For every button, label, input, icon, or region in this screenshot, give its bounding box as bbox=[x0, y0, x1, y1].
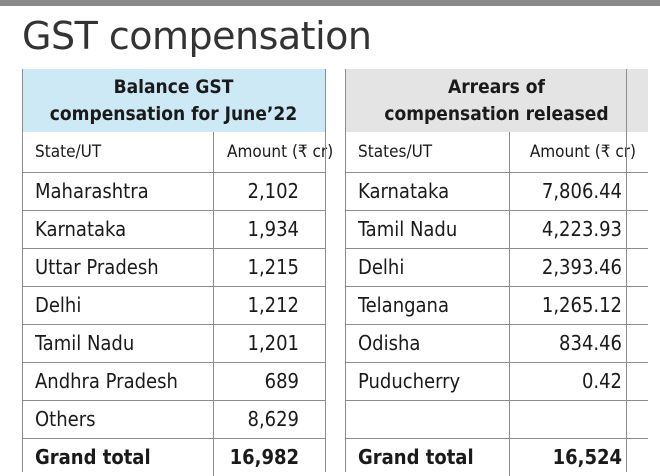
arrears-header-line2: compensation released bbox=[384, 101, 608, 128]
balance-gst-header-line1: Balance GST bbox=[50, 74, 297, 101]
state-cell: Andhra Pradesh bbox=[22, 363, 214, 401]
table-row: Odisha 834.46 bbox=[345, 325, 648, 363]
amount-cell: 834.46 bbox=[510, 325, 649, 363]
grand-total-row: Grand total 16,524 bbox=[345, 439, 648, 476]
page-title: GST compensation bbox=[22, 14, 371, 58]
grand-total-row: Grand total 16,982 bbox=[22, 439, 325, 476]
table-border-mid-left bbox=[325, 69, 326, 472]
state-cell: Tamil Nadu bbox=[22, 325, 214, 363]
column-header-amount: Amount (₹ cr) bbox=[214, 132, 326, 173]
table-border-mid-right bbox=[345, 69, 346, 472]
grand-total-value: 16,982 bbox=[214, 439, 326, 476]
state-cell: Tamil Nadu bbox=[345, 211, 510, 249]
amount-cell: 2,393.46 bbox=[510, 249, 649, 287]
amount-cell: 1,934 bbox=[214, 211, 326, 249]
amount-cell: 7,806.44 bbox=[510, 173, 649, 211]
amount-cell: 8,629 bbox=[214, 401, 326, 439]
column-header-state: States/UT bbox=[345, 132, 510, 173]
state-cell: Karnataka bbox=[345, 173, 510, 211]
balance-gst-table: Balance GST compensation for June’22 Sta… bbox=[22, 69, 325, 476]
state-cell: Maharashtra bbox=[22, 173, 214, 211]
table-row: Delhi 1,212 bbox=[22, 287, 325, 325]
table-border-right bbox=[626, 69, 627, 472]
column-header-amount: Amount (₹ cr) bbox=[510, 132, 649, 173]
table-row: Tamil Nadu 4,223.93 bbox=[345, 211, 648, 249]
state-cell: Puducherry bbox=[345, 363, 510, 401]
amount-cell: 4,223.93 bbox=[510, 211, 649, 249]
top-rule bbox=[0, 0, 660, 6]
balance-gst-grid: State/UT Amount (₹ cr) Maharashtra 2,102… bbox=[22, 132, 325, 476]
amount-cell: 1,212 bbox=[214, 287, 326, 325]
state-cell: Others bbox=[22, 401, 214, 439]
table-row: Karnataka 1,934 bbox=[22, 211, 325, 249]
state-cell: Odisha bbox=[345, 325, 510, 363]
grand-total-value: 16,524 bbox=[510, 439, 649, 476]
amount-cell: 2,102 bbox=[214, 173, 326, 211]
amount-cell: 1,201 bbox=[214, 325, 326, 363]
grand-total-label: Grand total bbox=[22, 439, 214, 476]
table-row: Andhra Pradesh 689 bbox=[22, 363, 325, 401]
amount-cell: 1,215 bbox=[214, 249, 326, 287]
table-row: Puducherry 0.42 bbox=[345, 363, 648, 401]
amount-cell bbox=[510, 401, 649, 439]
table-row: Uttar Pradesh 1,215 bbox=[22, 249, 325, 287]
table-row: Tamil Nadu 1,201 bbox=[22, 325, 325, 363]
amount-cell: 689 bbox=[214, 363, 326, 401]
state-cell bbox=[345, 401, 510, 439]
state-cell: Uttar Pradesh bbox=[22, 249, 214, 287]
column-header-row: States/UT Amount (₹ cr) bbox=[345, 132, 648, 173]
state-cell: Delhi bbox=[22, 287, 214, 325]
balance-gst-header: Balance GST compensation for June’22 bbox=[22, 69, 325, 132]
arrears-grid: States/UT Amount (₹ cr) Karnataka 7,806.… bbox=[345, 132, 648, 476]
amount-cell: 0.42 bbox=[510, 363, 649, 401]
table-row: Delhi 2,393.46 bbox=[345, 249, 648, 287]
column-header-state: State/UT bbox=[22, 132, 214, 173]
table-row: Telangana 1,265.12 bbox=[345, 287, 648, 325]
grand-total-label: Grand total bbox=[345, 439, 510, 476]
arrears-table: Arrears of compensation released States/… bbox=[345, 69, 648, 476]
table-border-left bbox=[22, 69, 23, 472]
table-row bbox=[345, 401, 648, 439]
balance-gst-header-line2: compensation for June’22 bbox=[50, 101, 297, 128]
state-cell: Karnataka bbox=[22, 211, 214, 249]
arrears-header-line1: Arrears of bbox=[384, 74, 608, 101]
table-row: Karnataka 7,806.44 bbox=[345, 173, 648, 211]
state-cell: Delhi bbox=[345, 249, 510, 287]
state-cell: Telangana bbox=[345, 287, 510, 325]
table-row: Others 8,629 bbox=[22, 401, 325, 439]
table-row: Maharashtra 2,102 bbox=[22, 173, 325, 211]
amount-cell: 1,265.12 bbox=[510, 287, 649, 325]
arrears-header: Arrears of compensation released bbox=[345, 69, 648, 132]
column-header-row: State/UT Amount (₹ cr) bbox=[22, 132, 325, 173]
